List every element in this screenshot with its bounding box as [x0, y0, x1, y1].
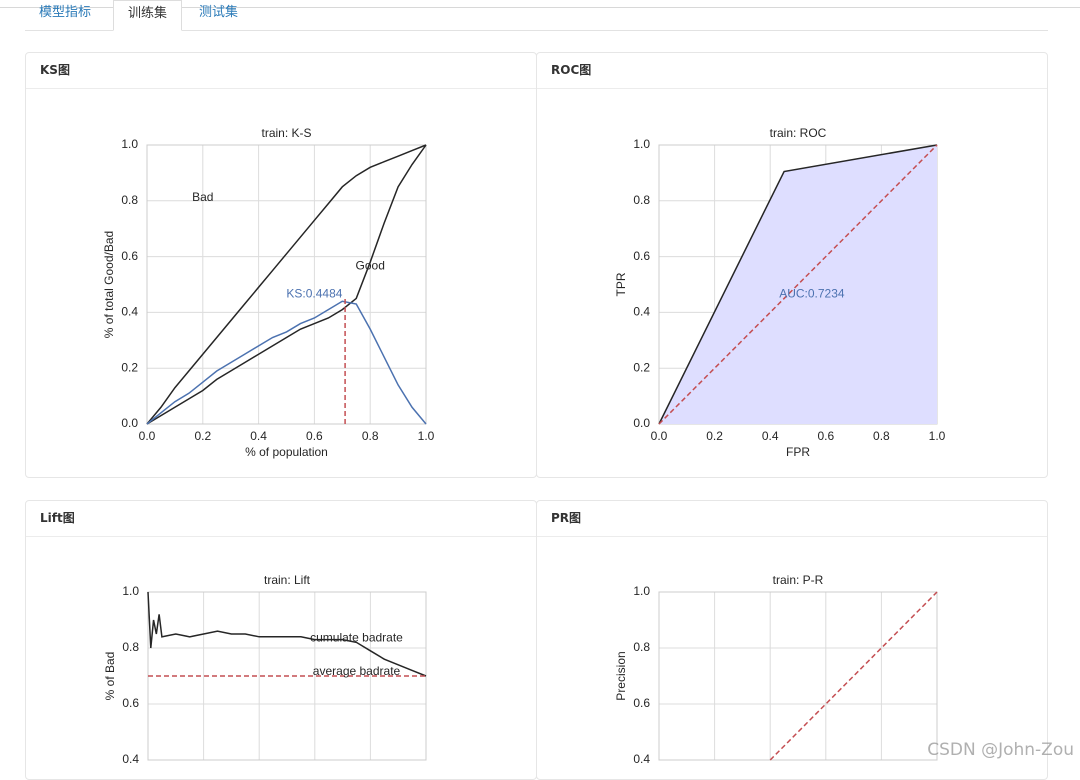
y-tick-label: 0.8	[633, 640, 650, 654]
tab[interactable]: 测试集	[199, 5, 239, 20]
watermark: CSDN @John-Zou	[927, 740, 1074, 760]
x-tick-label: 0.0	[651, 429, 668, 443]
y-tick-label: 0.6	[122, 696, 139, 710]
y-tick-label: 1.0	[633, 137, 650, 151]
y-tick-label: 0.8	[122, 640, 139, 654]
tab-bar: 模型指标 训练集 测试集	[25, 0, 1048, 31]
y-tick-label: 0.6	[633, 696, 650, 710]
x-tick-label: 1.0	[418, 429, 435, 443]
top-border	[0, 7, 1080, 8]
chart-title: train: P-R	[773, 573, 824, 587]
average-label: average badrate	[313, 664, 401, 678]
series-label: Good	[356, 259, 385, 273]
y-tick-label: 0.2	[121, 360, 138, 374]
y-tick-label: 0.6	[633, 249, 650, 263]
panel: KS图	[25, 52, 537, 478]
y-tick-label: 0.4	[633, 752, 650, 764]
tab[interactable]: 模型指标	[39, 5, 92, 20]
series-line	[146, 144, 427, 425]
plot-frame	[658, 591, 938, 761]
panel-title: PR图	[537, 501, 1047, 537]
x-tick-label: 1.0	[929, 429, 946, 443]
y-tick-label: 0.6	[121, 249, 138, 263]
panel: PR图	[536, 500, 1048, 780]
x-tick-label: 0.8	[873, 429, 890, 443]
y-tick-label: 1.0	[122, 584, 139, 598]
y-axis-label: % of Bad	[103, 652, 117, 701]
x-axis-label: % of population	[245, 445, 328, 459]
charts: 0.0 0.2 0.4 0.6 0.8 1.0 0.0 0.2 0.4 0.6 0.8 1.0 trai…	[102, 126, 946, 764]
panel-title: KS图	[26, 53, 536, 89]
y-axis-label: % of total Good/Bad	[102, 231, 116, 338]
y-tick-label: 1.0	[121, 137, 138, 151]
y-tick-label: 0.4	[122, 752, 139, 764]
panel-title: ROC图	[537, 53, 1047, 89]
x-axis-label: FPR	[786, 445, 810, 459]
series-line	[146, 300, 427, 425]
series-line	[658, 144, 938, 425]
y-tick-label: 0.0	[121, 416, 138, 430]
series-line	[146, 144, 427, 425]
y-tick-label: 0.4	[633, 305, 650, 319]
series-label: cumulate badrate	[310, 630, 403, 644]
chart-title: train: ROC	[770, 126, 827, 140]
y-tick-label: 0.0	[633, 416, 650, 430]
y-tick-label: 0.2	[633, 360, 650, 374]
y-tick-label: 0.8	[633, 193, 650, 207]
series-label: Bad	[192, 190, 213, 204]
x-tick-label: 0.0	[139, 429, 156, 443]
plot-frame	[146, 144, 427, 425]
x-tick-label: 0.4	[762, 429, 779, 443]
tab[interactable]: 训练集	[113, 0, 183, 31]
ks-label: KS:0.4484	[286, 286, 342, 300]
x-tick-label: 0.2	[706, 429, 723, 443]
x-tick-label: 0.6	[306, 429, 323, 443]
y-tick-label: 1.0	[633, 584, 650, 598]
annotation: AUC:0.7234	[779, 286, 845, 300]
series-line	[147, 591, 427, 677]
y-axis-label: TPR	[614, 272, 628, 296]
x-tick-label: 0.6	[817, 429, 834, 443]
chart-title: train: K-S	[261, 126, 311, 140]
y-axis-label: Precision	[614, 651, 628, 700]
panel: Lift图	[25, 500, 537, 780]
series-line	[769, 591, 938, 761]
panel-title: Lift图	[26, 501, 536, 537]
y-tick-label: 0.8	[121, 193, 138, 207]
y-tick-label: 0.4	[121, 305, 138, 319]
chart-title: train: Lift	[264, 573, 311, 587]
x-tick-label: 0.4	[250, 429, 267, 443]
x-tick-label: 0.2	[194, 429, 211, 443]
series-line	[658, 144, 938, 425]
x-tick-label: 0.8	[362, 429, 379, 443]
